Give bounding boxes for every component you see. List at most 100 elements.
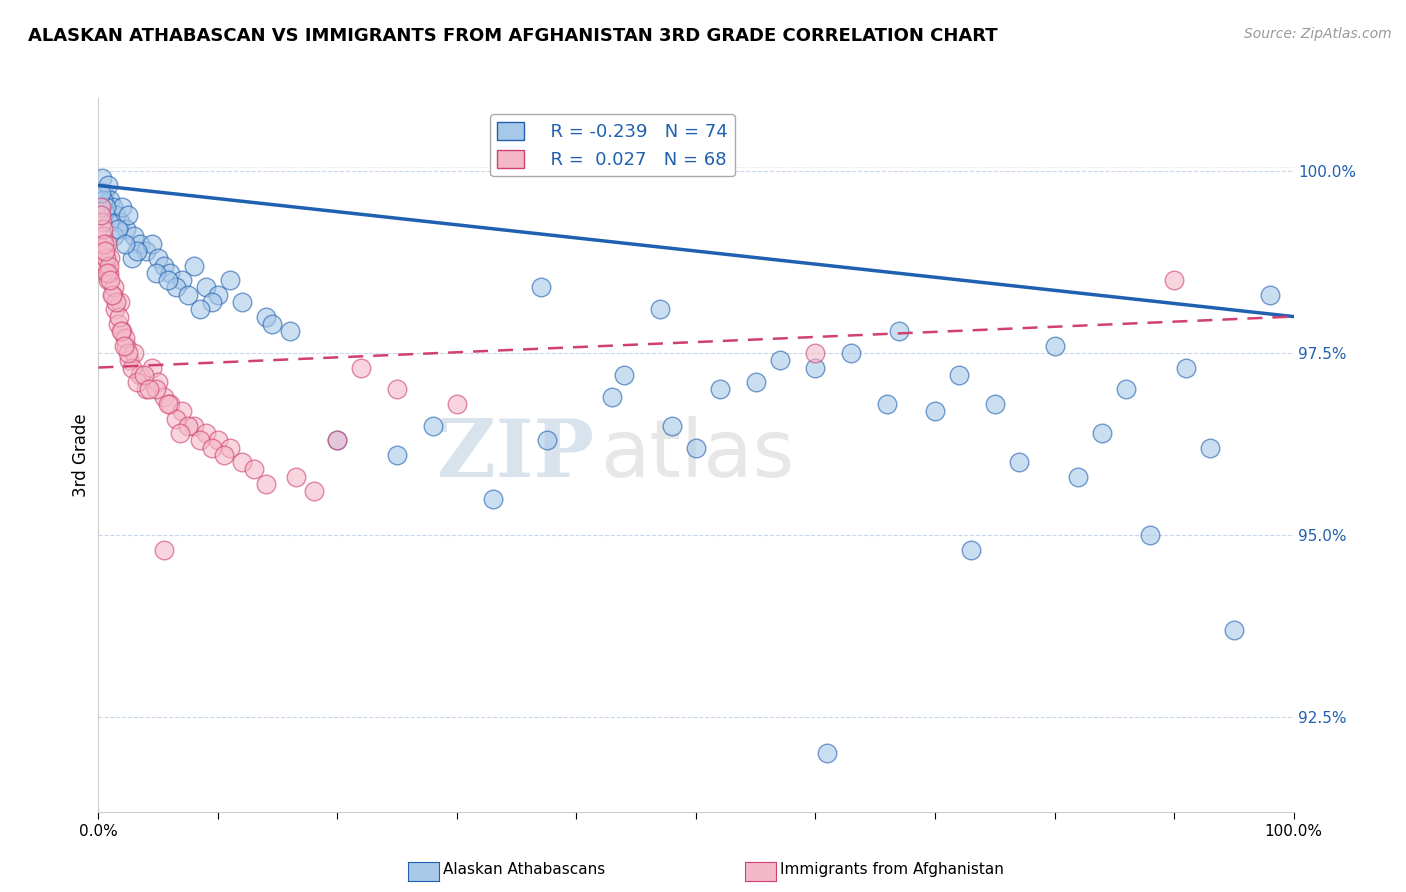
Point [207, 434, 229, 448]
Point [124, 229, 146, 244]
Point [284, 469, 307, 483]
Point [172, 404, 194, 418]
Point [1139, 528, 1161, 542]
Text: atlas: atlas [600, 416, 794, 494]
Point [153, 259, 176, 273]
Point [165, 411, 187, 425]
Point [145, 383, 167, 397]
Point [385, 448, 409, 462]
Point [1258, 287, 1281, 301]
Point [219, 441, 242, 455]
Point [422, 418, 444, 433]
Point [115, 339, 138, 353]
Point [141, 360, 163, 375]
Point [129, 236, 152, 251]
Point [602, 390, 624, 404]
Point [153, 542, 176, 557]
Point [108, 295, 131, 310]
Point [815, 747, 838, 761]
Point [177, 418, 200, 433]
Point [326, 434, 349, 448]
Point [91, 193, 114, 207]
Text: Source: ZipAtlas.com: Source: ZipAtlas.com [1244, 27, 1392, 41]
Point [90, 208, 112, 222]
Point [243, 462, 266, 476]
Point [107, 317, 129, 331]
Point [108, 215, 131, 229]
Point [148, 375, 170, 389]
Point [93, 236, 115, 251]
Point [125, 375, 148, 389]
Point [685, 441, 707, 455]
Point [613, 368, 636, 382]
Point [117, 208, 139, 222]
Text: ALASKAN ATHABASCAN VS IMMIGRANTS FROM AFGHANISTAN 3RD GRADE CORRELATION CHART: ALASKAN ATHABASCAN VS IMMIGRANTS FROM AF… [28, 27, 998, 45]
Point [115, 222, 138, 236]
Point [219, 273, 242, 287]
Point [118, 353, 141, 368]
Point [1115, 383, 1137, 397]
Point [231, 295, 253, 310]
Point [1091, 426, 1114, 441]
Point [121, 252, 143, 266]
Point [135, 383, 157, 397]
Point [260, 317, 283, 331]
Point [93, 244, 115, 258]
Point [984, 397, 1007, 411]
Point [94, 259, 117, 273]
Point [709, 383, 731, 397]
Point [201, 295, 224, 310]
Text: ZIP: ZIP [437, 416, 595, 494]
Point [138, 383, 160, 397]
Point [648, 302, 672, 317]
Point [96, 266, 118, 280]
Point [385, 383, 409, 397]
Point [97, 259, 120, 273]
Point [177, 287, 200, 301]
Point [114, 236, 136, 251]
Point [135, 244, 157, 258]
Point [90, 186, 112, 200]
Point [254, 310, 277, 324]
Point [156, 273, 179, 287]
Point [104, 302, 127, 317]
Point [924, 404, 946, 418]
Point [98, 215, 121, 229]
Point [114, 331, 136, 345]
Point [105, 208, 128, 222]
Point [111, 324, 134, 338]
Point [141, 236, 163, 251]
Point [169, 426, 191, 441]
Point [536, 434, 558, 448]
Point [110, 324, 132, 338]
Point [97, 273, 120, 287]
Point [103, 280, 125, 294]
Point [159, 397, 181, 411]
Point [254, 477, 277, 491]
Point [302, 484, 325, 499]
Point [481, 491, 505, 506]
Point [768, 353, 790, 368]
Point [194, 280, 218, 294]
Point [90, 200, 112, 214]
Point [105, 295, 128, 310]
Point [889, 324, 911, 338]
Point [129, 368, 152, 382]
Y-axis label: 3rd Grade: 3rd Grade [72, 413, 90, 497]
Point [350, 360, 373, 375]
Point [841, 346, 863, 360]
Point [804, 360, 827, 375]
Point [183, 418, 205, 433]
Point [745, 375, 768, 389]
Point [117, 346, 139, 360]
Point [201, 441, 224, 455]
Point [876, 397, 898, 411]
Point [188, 302, 211, 317]
Point [93, 186, 115, 200]
Point [1222, 623, 1246, 637]
Point [97, 178, 120, 193]
Text: Alaskan Athabascans: Alaskan Athabascans [443, 863, 605, 877]
Point [661, 418, 683, 433]
Point [1198, 441, 1220, 455]
Point [103, 229, 125, 244]
